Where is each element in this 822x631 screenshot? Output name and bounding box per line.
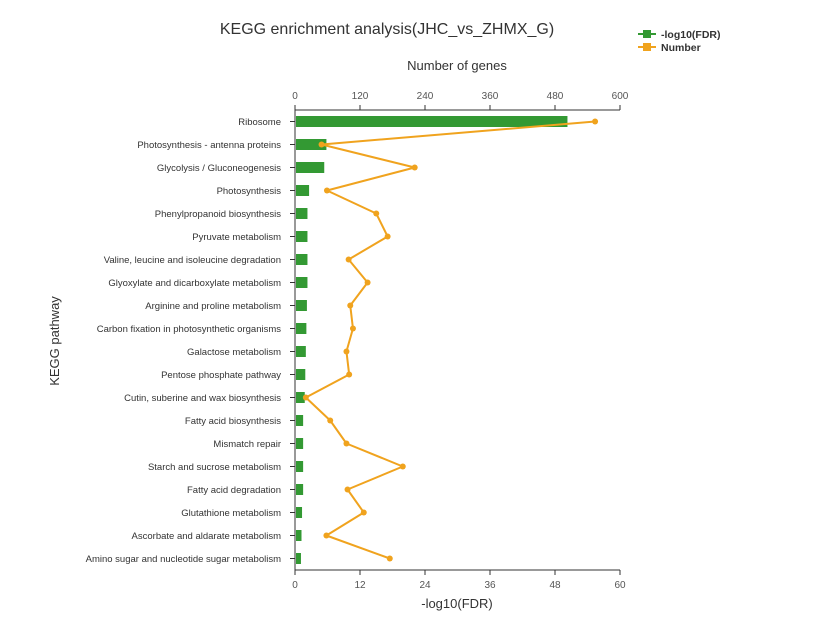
- fdr-bar: [296, 139, 327, 150]
- number-point: [386, 555, 393, 562]
- top-axis-tick-label: 360: [482, 91, 499, 102]
- legend-item-bar[interactable]: -log10(FDR): [638, 29, 721, 41]
- category-label: Photosynthesis: [217, 186, 282, 197]
- category-label: Pyruvate metabolism: [192, 232, 281, 243]
- category-label: Galactose metabolism: [187, 347, 281, 358]
- number-point: [347, 302, 354, 309]
- fdr-bar: [296, 162, 325, 173]
- number-point: [384, 233, 391, 240]
- top-axis-tick-label: 240: [417, 91, 434, 102]
- number-point: [302, 394, 309, 401]
- number-point: [364, 279, 371, 286]
- fdr-bar: [296, 231, 308, 242]
- category-label: Fatty acid biosynthesis: [185, 416, 281, 427]
- plot-area: 0 120 240 360 480 600 0 12 24 36 48 60 Ribosome Photo…: [86, 91, 629, 591]
- category-label: Valine, leucine and isoleucine degradati…: [104, 255, 281, 266]
- bottom-axis-tick-label: 48: [549, 580, 561, 591]
- legend-label: -log10(FDR): [661, 29, 721, 41]
- number-point: [373, 210, 380, 217]
- top-axis-tick-label: 120: [352, 91, 369, 102]
- number-point: [327, 417, 334, 424]
- number-point: [344, 486, 351, 493]
- y-axis-title: KEGG pathway: [47, 296, 62, 386]
- top-axis-tick-label: 480: [547, 91, 564, 102]
- category-label: Ascorbate and aldarate metabolism: [132, 531, 282, 542]
- bottom-axis-tick-label: 36: [484, 580, 496, 591]
- number-line: [304, 120, 596, 560]
- fdr-bar: [296, 277, 308, 288]
- category-label: Carbon fixation in photosynthetic organi…: [97, 324, 282, 335]
- fdr-bar: [296, 530, 302, 541]
- legend-swatch-marker: [643, 43, 651, 51]
- bottom-axis-tick-label: 24: [419, 580, 431, 591]
- top-axis-tick-label: 0: [292, 91, 298, 102]
- number-point: [323, 532, 330, 539]
- number-point: [318, 141, 325, 148]
- fdr-bar: [296, 185, 310, 196]
- legend-item-line[interactable]: Number: [638, 42, 701, 54]
- category-label: Photosynthesis - antenna proteins: [137, 140, 281, 151]
- number-point: [345, 256, 352, 263]
- bottom-axis-title: -log10(FDR): [421, 596, 493, 611]
- fdr-bar: [296, 507, 303, 518]
- fdr-bar: [296, 484, 304, 495]
- fdr-bar: [296, 392, 305, 403]
- number-point: [346, 371, 353, 378]
- legend: -log10(FDR) Number: [638, 29, 721, 54]
- fdr-bar: [296, 300, 307, 311]
- number-point: [323, 187, 330, 194]
- fdr-bar: [296, 346, 306, 357]
- fdr-bar: [296, 254, 308, 265]
- legend-swatch-marker: [643, 30, 651, 38]
- category-label: Pentose phosphate pathway: [161, 370, 281, 381]
- number-point: [592, 118, 599, 125]
- category-label: Glutathione metabolism: [181, 508, 281, 519]
- category-label: Ribosome: [238, 117, 281, 128]
- category-label: Arginine and proline metabolism: [145, 301, 281, 312]
- top-axis-tick-label: 600: [612, 91, 629, 102]
- bottom-axis-tick-label: 60: [614, 580, 626, 591]
- fdr-bar: [296, 553, 301, 564]
- category-label: Mismatch repair: [213, 439, 281, 450]
- bottom-axis-tick-label: 12: [354, 580, 366, 591]
- fdr-bar: [296, 415, 304, 426]
- number-point: [349, 325, 356, 332]
- fdr-bar: [296, 369, 306, 380]
- category-label: Phenylpropanoid biosynthesis: [155, 209, 281, 220]
- category-label: Starch and sucrose metabolism: [148, 462, 281, 473]
- top-axis-title: Number of genes: [407, 58, 507, 73]
- number-point: [343, 348, 350, 355]
- fdr-bar: [296, 438, 304, 449]
- category-label: Glyoxylate and dicarboxylate metabolism: [108, 278, 281, 289]
- fdr-bar: [296, 323, 307, 334]
- number-point: [360, 509, 367, 516]
- category-label: Cutin, suberine and wax biosynthesis: [124, 393, 281, 404]
- legend-label: Number: [661, 42, 701, 54]
- fdr-bar: [296, 208, 308, 219]
- chart-title: KEGG enrichment analysis(JHC_vs_ZHMX_G): [220, 21, 554, 38]
- number-point: [411, 164, 418, 171]
- category-label: Amino sugar and nucleotide sugar metabol…: [86, 554, 281, 565]
- number-point: [399, 463, 406, 470]
- fdr-bar: [296, 116, 568, 127]
- number-point: [343, 440, 350, 447]
- fdr-bar: [296, 461, 304, 472]
- category-label: Fatty acid degradation: [187, 485, 281, 496]
- category-label: Glycolysis / Gluconeogenesis: [157, 163, 281, 174]
- bottom-axis-tick-label: 0: [292, 580, 298, 591]
